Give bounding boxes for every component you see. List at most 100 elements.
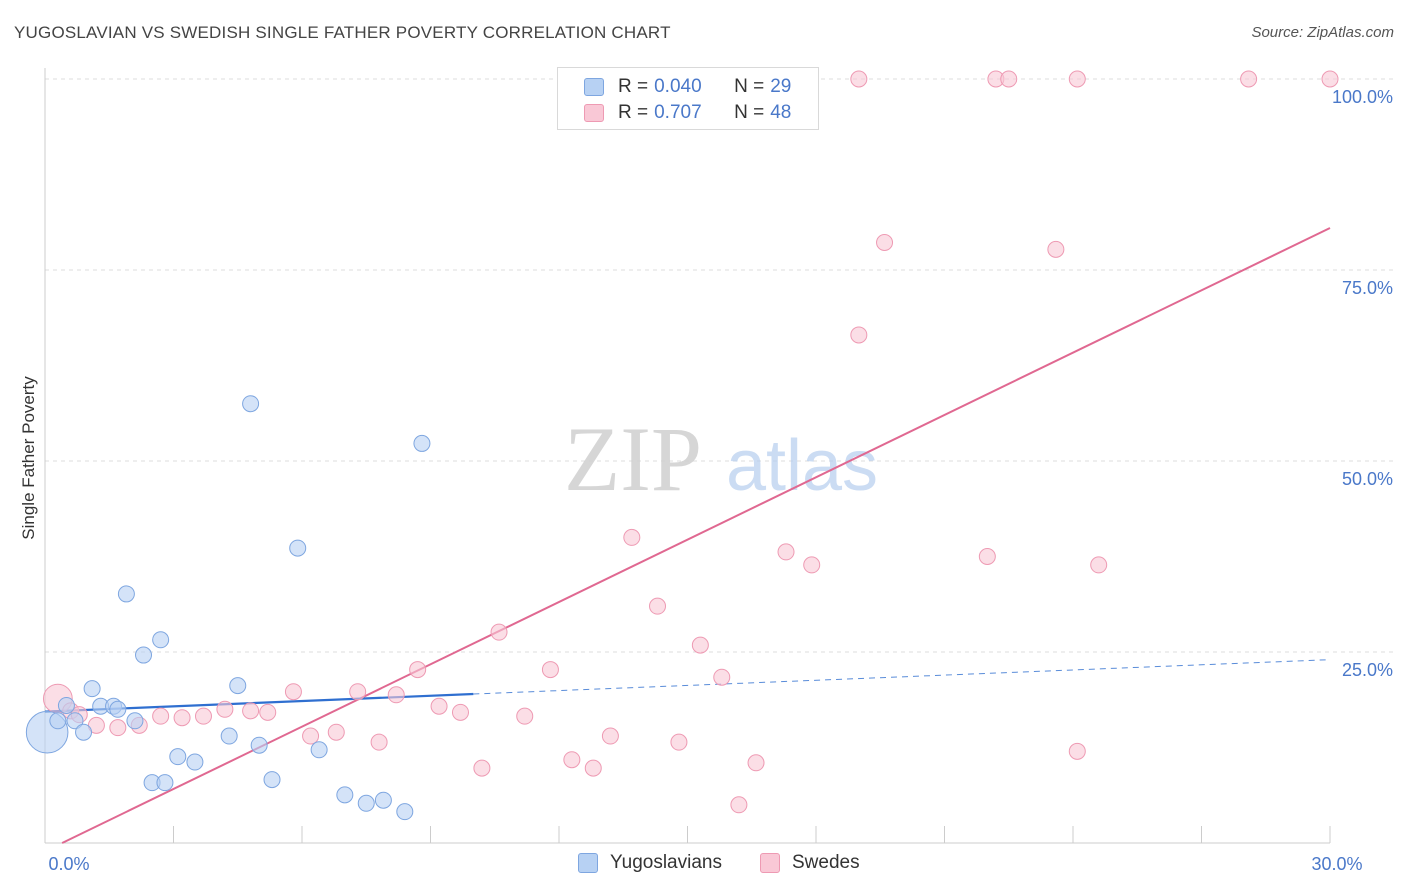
legend-n-value: 29: [770, 76, 792, 97]
point-swedes: [584, 759, 602, 777]
point-yugoslavians: [83, 680, 101, 698]
point-swedes: [601, 727, 619, 745]
point-yugoslavians: [117, 585, 135, 603]
point-yugoslavians: [66, 712, 84, 730]
series-swatch-yugoslavians: [578, 853, 598, 873]
legend-n-label: N =: [734, 76, 765, 97]
point-swedes: [259, 703, 277, 721]
point-yugoslavians: [250, 736, 268, 754]
point-swedes: [194, 707, 212, 725]
point-yugoslavians: [75, 723, 93, 741]
point-swedes: [713, 668, 731, 686]
point-yugoslavians: [357, 794, 375, 812]
point-swedes: [850, 70, 868, 88]
point-yugoslavians: [336, 786, 354, 804]
point-yugoslavians: [156, 774, 174, 792]
watermark-zip: ZIP: [564, 408, 702, 510]
y-axis-label: Single Father Poverty: [19, 376, 38, 540]
point-swedes: [387, 686, 405, 704]
legend-row-yugoslavians: R = 0.040 N = 29: [584, 75, 791, 99]
point-swedes: [1240, 70, 1258, 88]
point-yugoslavians: [413, 434, 431, 452]
data-points: [25, 70, 1339, 821]
point-yugoslavians: [242, 395, 260, 413]
point-swedes: [216, 700, 234, 718]
point-swedes: [327, 723, 345, 741]
point-swedes: [490, 623, 508, 641]
trend-line-swedes: [61, 227, 1331, 844]
point-swedes: [1000, 70, 1018, 88]
point-swedes: [541, 661, 559, 679]
source-credit: Source: ZipAtlas.com: [1251, 24, 1394, 41]
point-yugoslavians: [152, 631, 170, 649]
point-swedes: [850, 326, 868, 344]
point-yugoslavians: [186, 753, 204, 771]
series-legend-label: Swedes: [792, 852, 860, 873]
point-yugoslavians: [263, 771, 281, 789]
point-swedes: [978, 548, 996, 565]
gridlines: [45, 78, 1395, 653]
series-swatch-swedes: [760, 853, 780, 873]
y-tick-label: 50.0%: [1342, 469, 1393, 489]
point-swedes: [409, 661, 427, 679]
tick-labels: 25.0% 50.0% 75.0% 100.0% 0.0% 30.0%: [48, 87, 1393, 874]
legend-r-value: 0.707: [654, 102, 702, 123]
y-tick-label: 25.0%: [1342, 660, 1393, 680]
point-swedes: [1090, 556, 1108, 574]
legend-r-label: R =: [618, 76, 649, 97]
x-tick-label: 30.0%: [1311, 854, 1362, 874]
point-swedes: [451, 703, 469, 721]
trend-line-yugoslavians-dashed: [473, 659, 1331, 695]
chart-title: YUGOSLAVIAN VS SWEDISH SINGLE FATHER POV…: [14, 23, 671, 42]
y-tick-label: 100.0%: [1332, 87, 1393, 107]
point-yugoslavians: [289, 539, 307, 557]
point-swedes: [349, 683, 367, 701]
point-swedes: [302, 727, 320, 745]
series-legend-swedes[interactable]: Swedes: [760, 852, 860, 874]
point-swedes: [876, 233, 894, 251]
point-swedes: [1047, 240, 1065, 258]
legend-n-value: 48: [770, 102, 792, 123]
y-tick-label: 75.0%: [1342, 278, 1393, 298]
point-swedes: [670, 733, 688, 751]
point-swedes: [152, 707, 170, 725]
stats-legend: R = 0.040 N = 29 R = 0.707 N = 48: [557, 67, 819, 130]
point-yugoslavians: [126, 712, 144, 730]
x-tick-label: 0.0%: [48, 854, 89, 874]
point-swedes: [563, 751, 581, 769]
watermark-atlas: atlas: [726, 426, 878, 506]
point-swedes: [430, 697, 448, 715]
point-swedes: [473, 759, 491, 777]
point-swedes: [173, 709, 191, 727]
point-yugoslavians: [135, 646, 153, 664]
point-swedes: [777, 543, 795, 561]
legend-r-label: R =: [618, 102, 649, 123]
legend-r-value: 0.040: [654, 76, 702, 97]
point-swedes: [649, 597, 667, 615]
point-swedes: [1068, 742, 1086, 760]
point-yugoslavians: [229, 677, 247, 695]
point-swedes: [109, 719, 127, 737]
point-yugoslavians: [57, 696, 75, 714]
trend-lines: [44, 227, 1331, 844]
series-legend: Yugoslavians Swedes: [0, 852, 1406, 878]
point-swedes: [242, 702, 260, 720]
point-yugoslavians: [310, 741, 328, 759]
point-yugoslavians: [220, 727, 238, 745]
point-swedes: [516, 707, 534, 725]
point-swedes: [691, 636, 709, 654]
point-swedes: [623, 528, 641, 546]
point-yugoslavians: [109, 700, 127, 718]
legend-swatch-yugoslavians: [584, 78, 604, 96]
point-swedes: [730, 796, 748, 814]
point-swedes: [1068, 70, 1086, 88]
point-yugoslavians: [396, 803, 414, 821]
legend-row-swedes: R = 0.707 N = 48: [584, 101, 791, 125]
watermark: ZIP atlas: [564, 408, 878, 510]
point-swedes: [747, 754, 765, 772]
series-legend-yugoslavians[interactable]: Yugoslavians: [578, 852, 722, 874]
point-swedes: [284, 683, 302, 701]
point-yugoslavians: [374, 791, 392, 809]
series-legend-label: Yugoslavians: [610, 852, 722, 873]
